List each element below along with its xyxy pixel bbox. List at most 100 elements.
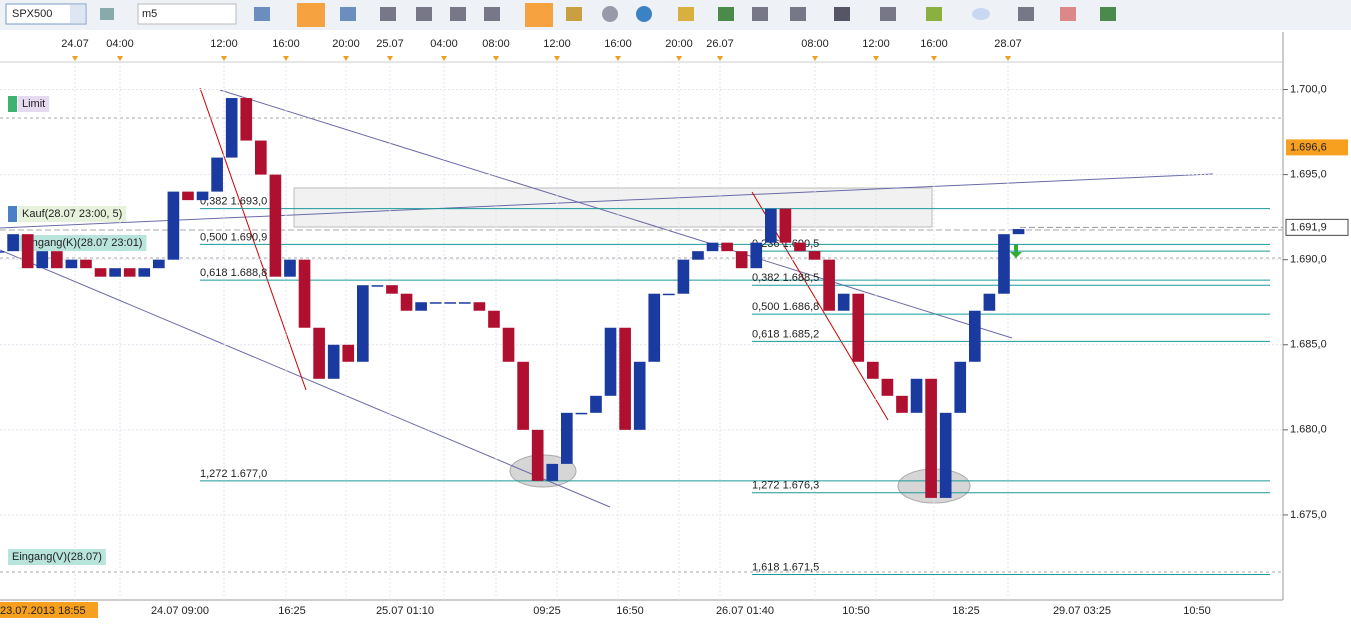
trend-line (199, 87, 307, 391)
price-bar (998, 234, 1010, 294)
time-marker (676, 56, 682, 61)
price-bar (881, 378, 894, 396)
icon[interactable] (416, 7, 432, 21)
price-bar (852, 293, 865, 362)
icon[interactable] (1060, 7, 1076, 21)
icon[interactable] (1100, 7, 1116, 21)
icon[interactable] (926, 7, 942, 21)
icon[interactable] (1018, 7, 1034, 21)
icon[interactable] (254, 7, 270, 21)
order-marker (8, 206, 17, 222)
top-axis-label: 20:00 (332, 38, 360, 50)
icon[interactable] (636, 6, 652, 22)
icon[interactable] (880, 7, 896, 21)
time-marker (343, 56, 349, 61)
price-bar (735, 251, 748, 269)
price-bar (546, 463, 559, 481)
top-axis-label: 26.07 (706, 38, 734, 50)
bottom-axis-label: 09:25 (533, 605, 561, 617)
price-tick-label: 1.680,0 (1290, 424, 1327, 436)
order-label: Eingang(K)(28.07 23:01) (22, 237, 142, 249)
icon[interactable] (100, 8, 114, 20)
icon[interactable] (602, 6, 618, 22)
order-label: Eingang(V)(28.07) (12, 551, 102, 563)
icon[interactable] (450, 7, 466, 21)
time-marker (441, 56, 447, 61)
price-tick-label: 1.690,0 (1290, 254, 1327, 266)
trend-line (0, 173, 1214, 229)
icon[interactable] (972, 8, 990, 20)
fib-label: 1,618 1.671,5 (752, 561, 819, 573)
price-bar (167, 191, 180, 260)
price-bar (298, 259, 311, 328)
top-axis-label: 04:00 (430, 38, 458, 50)
icon[interactable] (484, 7, 500, 21)
price-bar (429, 302, 442, 304)
fib-label: 0,382 1.688,5 (752, 272, 819, 284)
icon[interactable] (380, 7, 396, 21)
price-bar (808, 251, 821, 260)
price-bar (706, 242, 719, 252)
icon[interactable] (790, 7, 806, 21)
price-bar (954, 361, 967, 413)
dropdown-button[interactable] (70, 5, 85, 23)
price-bar (182, 191, 194, 201)
time-marker (717, 56, 723, 61)
price-tick-label: 1.675,0 (1290, 509, 1327, 521)
price-bar (0, 251, 5, 253)
time-marker (72, 56, 78, 61)
price-tick-label: 1.695,0 (1290, 169, 1327, 181)
top-axis-label: 24.07 (61, 38, 89, 50)
icon[interactable] (297, 3, 325, 27)
bottom-axis-label: 16:50 (616, 605, 644, 617)
order-label-bg (8, 549, 106, 565)
price-bar (459, 302, 471, 304)
fib-label: 0,618 1.685,2 (752, 328, 819, 340)
price-bar (561, 412, 573, 464)
icon[interactable] (525, 3, 553, 27)
price-axis (1283, 32, 1351, 628)
bottom-axis-label: 23.07.2013 18:55 (0, 605, 86, 617)
price-bar (517, 361, 529, 430)
price-bar (925, 378, 937, 498)
time-marker (931, 56, 937, 61)
price-bar (109, 268, 121, 277)
time-marker (873, 56, 879, 61)
top-axis-label: 25.07 (376, 38, 404, 50)
icon[interactable] (340, 7, 356, 21)
price-bar (65, 259, 78, 269)
chart-content (0, 87, 1283, 573)
bottom-axis-label: 10:50 (1183, 605, 1211, 617)
price-bar (910, 378, 923, 413)
top-axis-label: 12:00 (210, 38, 238, 50)
icon[interactable] (752, 7, 768, 21)
timeframe-select[interactable] (137, 3, 237, 25)
time-marker (117, 56, 123, 61)
top-axis-label: 16:00 (920, 38, 948, 50)
price-bar (415, 302, 427, 311)
icon[interactable] (718, 7, 734, 21)
price-bar (896, 395, 908, 413)
price-bar (648, 293, 661, 362)
icon[interactable] (834, 7, 850, 21)
trend-line (219, 89, 1013, 339)
symbol-select[interactable] (5, 3, 87, 25)
bottom-axis-label: 10:50 (842, 605, 870, 617)
price-tag (1285, 218, 1349, 236)
price-bar (196, 191, 209, 201)
trend-line (0, 249, 611, 508)
icon[interactable] (566, 7, 582, 21)
fib-label: 1,272 1.676,3 (752, 480, 819, 492)
price-bar (837, 293, 850, 311)
price-bar (531, 429, 544, 481)
toolbar-icons (100, 3, 1116, 27)
price-bar (765, 208, 777, 243)
time-marker (812, 56, 818, 61)
price-bar (867, 361, 879, 379)
price-bar (225, 98, 238, 158)
price-bar (473, 302, 486, 311)
price-bar (255, 140, 267, 175)
icon[interactable] (678, 7, 694, 21)
timeframe: m5 (142, 8, 157, 20)
time-marker (221, 56, 227, 61)
